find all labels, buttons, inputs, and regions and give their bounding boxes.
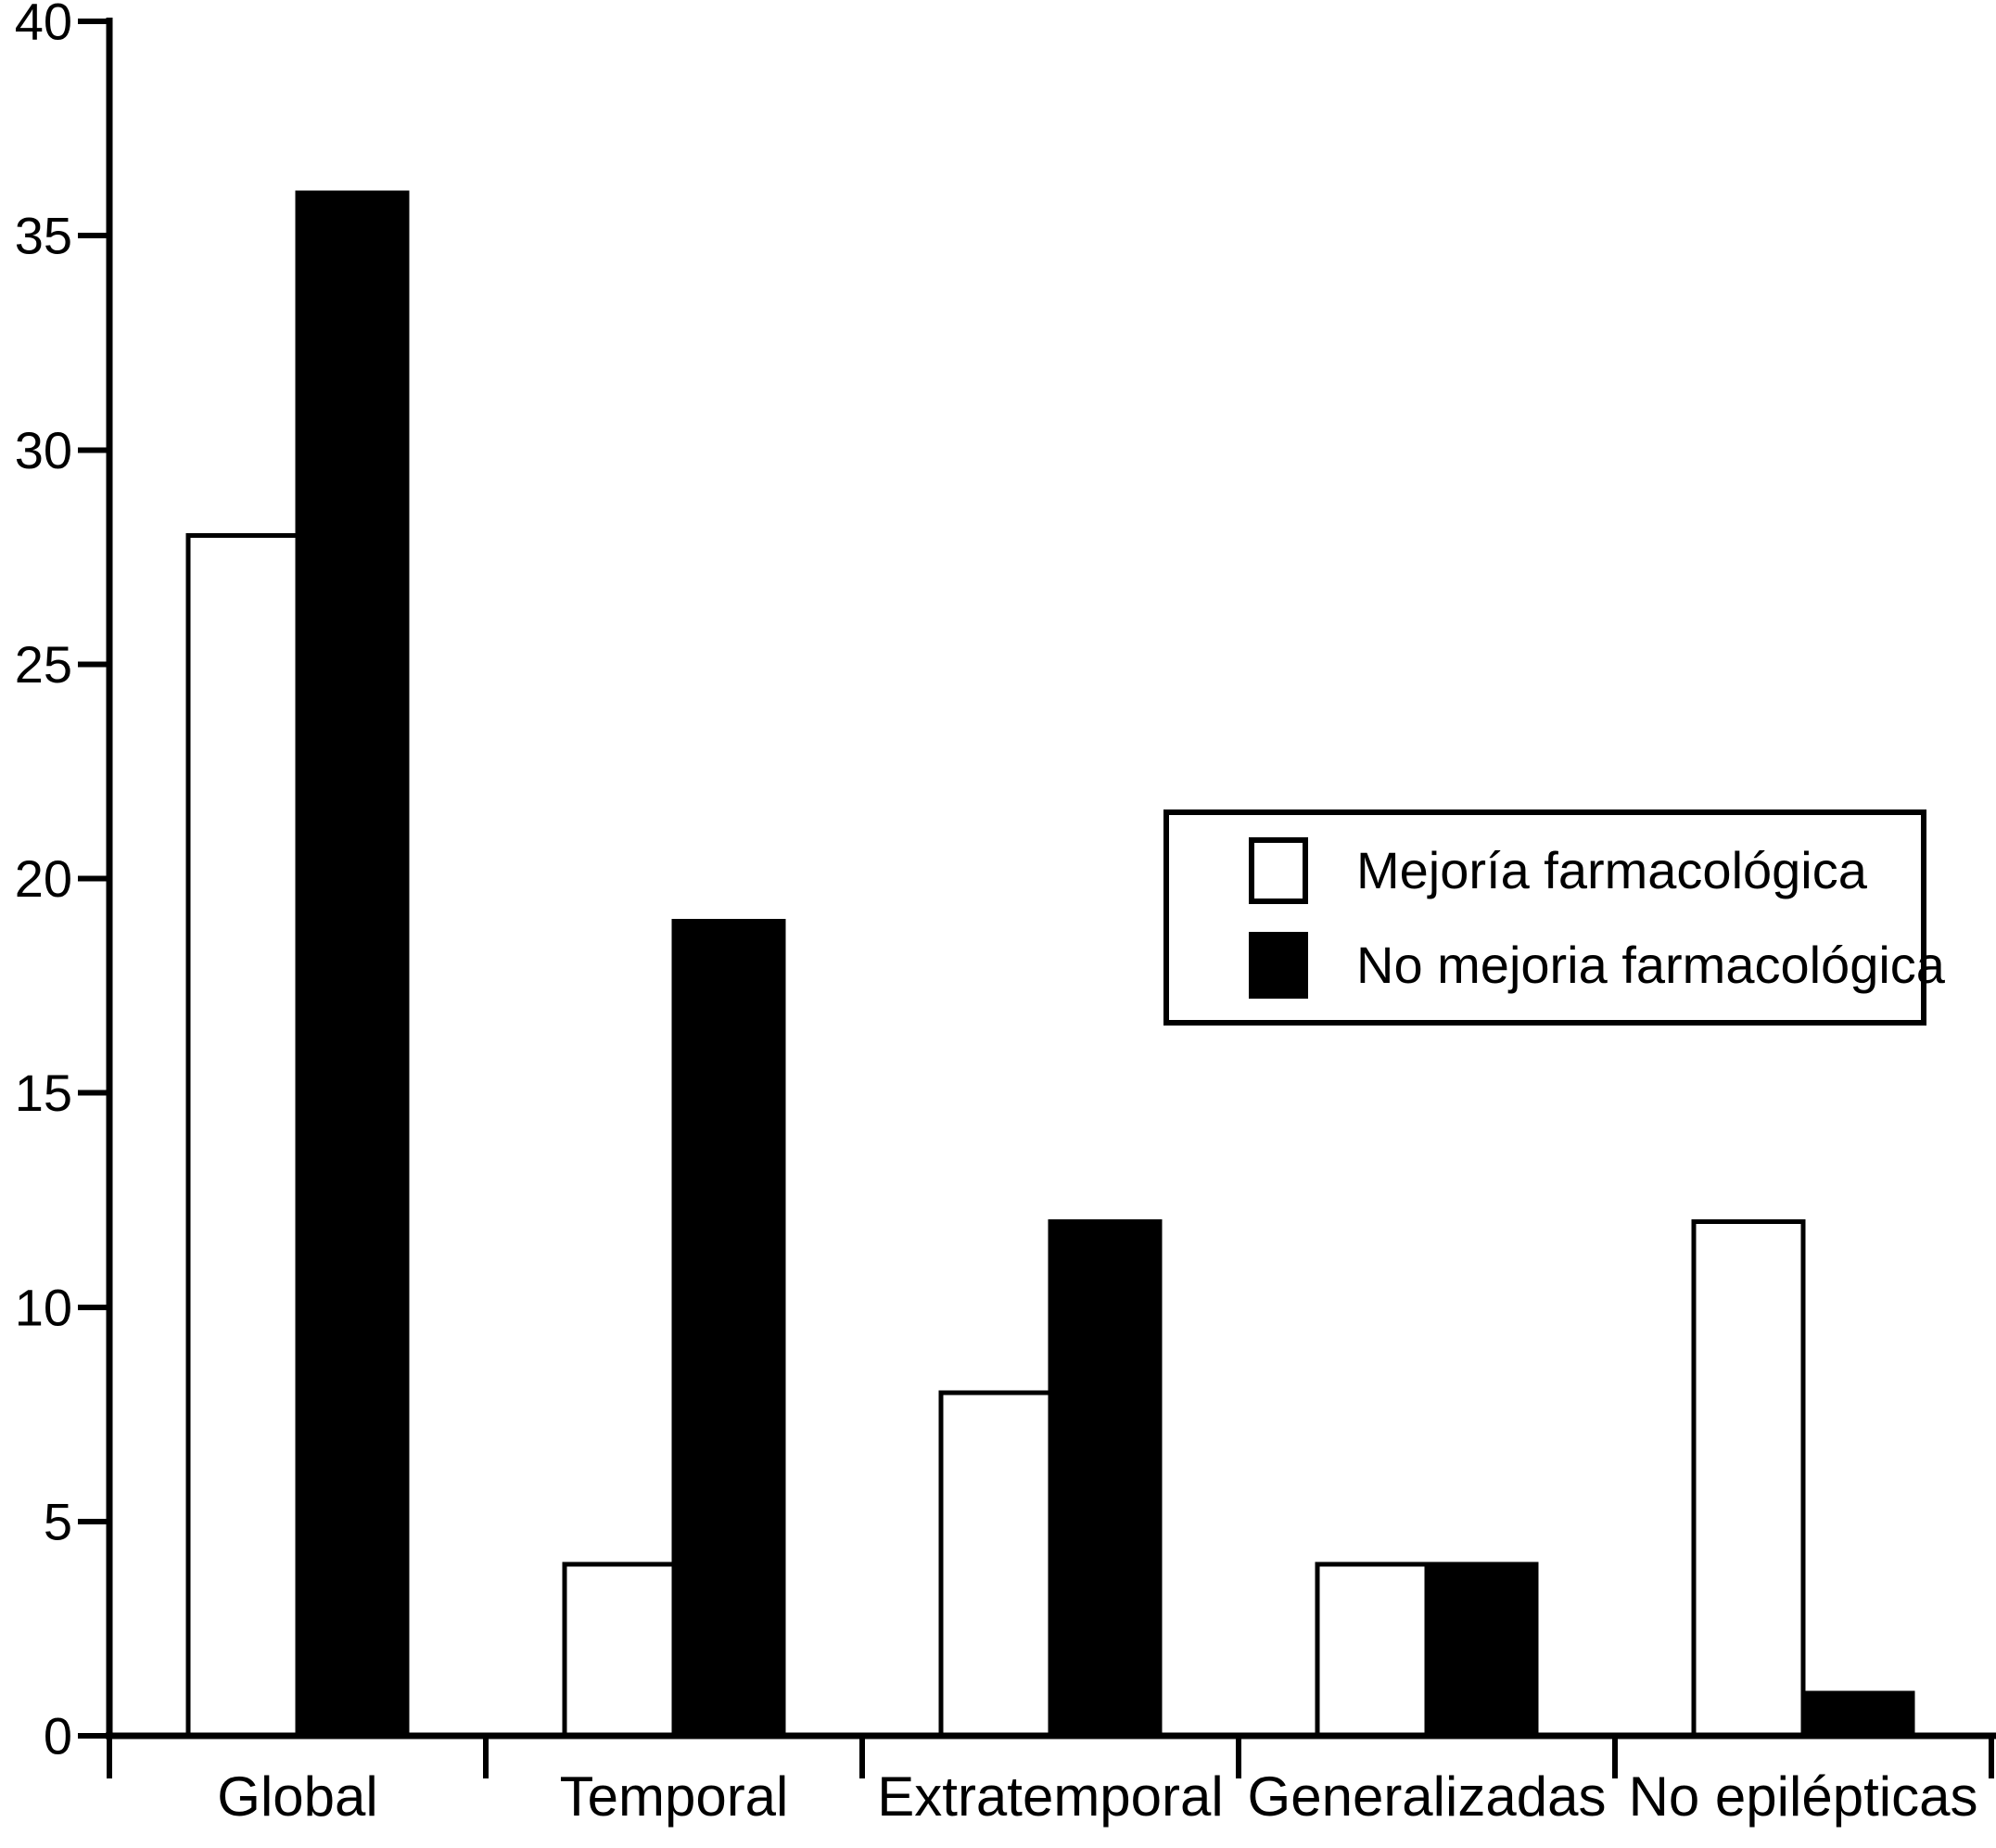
bar-global-mejor-a-farmacol-gica (185, 533, 300, 1739)
y-tick-label-40: 40 (15, 0, 72, 51)
x-category-label-no-epil-pticas: No epilépticas (1629, 1765, 1978, 1828)
bar-extratemporal-mejor-a-farmacol-gica (938, 1390, 1053, 1739)
bar-extratemporal-no-mejoria-farmacol-gica (1048, 1218, 1163, 1739)
y-tick-label-10: 10 (15, 1278, 72, 1336)
x-category-label-extratemporal: Extratemporal (877, 1765, 1223, 1828)
legend-item-no-mejoria-farmacologica: No mejoria farmacológica (1249, 931, 1945, 999)
bar-generalizadas-no-mejoria-farmacol-gica (1424, 1561, 1539, 1739)
legend-label-mejoria-farmacologica: Mejoría farmacológica (1356, 840, 1867, 899)
y-tick-label-30: 30 (15, 421, 72, 479)
y-tick-label-35: 35 (15, 207, 72, 265)
legend-item-mejoria-farmacologica: Mejoría farmacológica (1249, 836, 1921, 904)
y-tick-label-25: 25 (15, 635, 72, 694)
bar-temporal-mejor-a-farmacol-gica (562, 1561, 677, 1739)
x-category-label-temporal: Temporal (560, 1765, 789, 1828)
bar-global-no-mejoria-farmacol-gica (295, 190, 410, 1739)
legend: Mejoría farmacológica No mejoria farmaco… (1163, 809, 1945, 1026)
legend-swatch-white (1249, 836, 1308, 904)
y-tick-label-5: 5 (44, 1492, 72, 1550)
y-tick-label-20: 20 (15, 849, 72, 908)
bar-no-epil-pticas-mejor-a-farmacol-gica (1691, 1218, 1806, 1739)
bar-generalizadas-mejor-a-farmacol-gica (1315, 1561, 1430, 1739)
legend-label-no-mejoria-farmacologica: No mejoria farmacológica (1356, 935, 1945, 994)
bar-temporal-no-mejoria-farmacol-gica (671, 919, 786, 1739)
y-tick-label-0: 0 (44, 1707, 72, 1765)
legend-swatch-black (1249, 931, 1308, 999)
y-tick-label-15: 15 (15, 1064, 72, 1122)
x-category-label-generalizadas: Generalizadas (1248, 1765, 1607, 1828)
bar-no-epil-pticas-no-mejoria-farmacol-gica (1800, 1690, 1915, 1739)
x-category-label-global: Global (217, 1765, 377, 1828)
